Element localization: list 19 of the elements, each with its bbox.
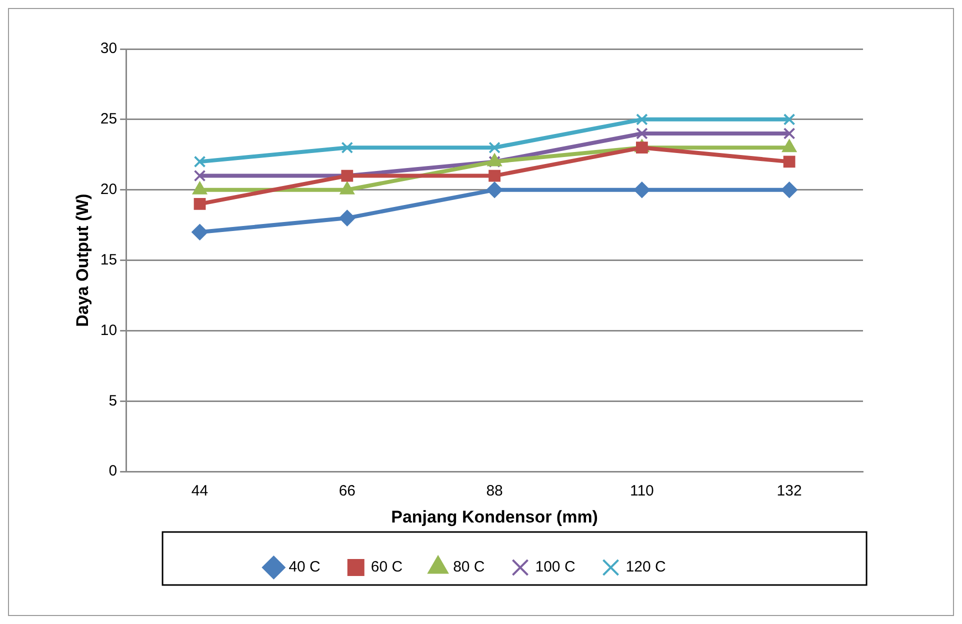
x-tick-label: 44 [191,482,208,500]
x-tick-label: 132 [776,482,802,500]
y-tick-label: 5 [108,392,118,410]
y-tick-label: 15 [100,251,118,268]
legend-label: 40 C [288,558,321,576]
y-tick-label: 0 [108,462,118,480]
y-tick-label: 25 [100,110,118,128]
legend-label: 120 C [626,558,666,576]
y-tick-label: 20 [100,181,118,198]
y-tick-label: 10 [100,322,118,339]
x-axis-title: Panjang Kondensor (mm) [391,507,598,526]
y-tick-label: 30 [100,40,118,58]
y-axis-title: Daya Output (W) [72,194,92,327]
legend-label: 80 C [453,558,485,576]
x-tick-label: 110 [630,482,654,500]
legend-label: 100 C [535,558,576,576]
x-tick-label: 88 [486,482,503,500]
legend-label: 60 C [370,558,403,576]
x-tick-label: 66 [338,482,356,500]
